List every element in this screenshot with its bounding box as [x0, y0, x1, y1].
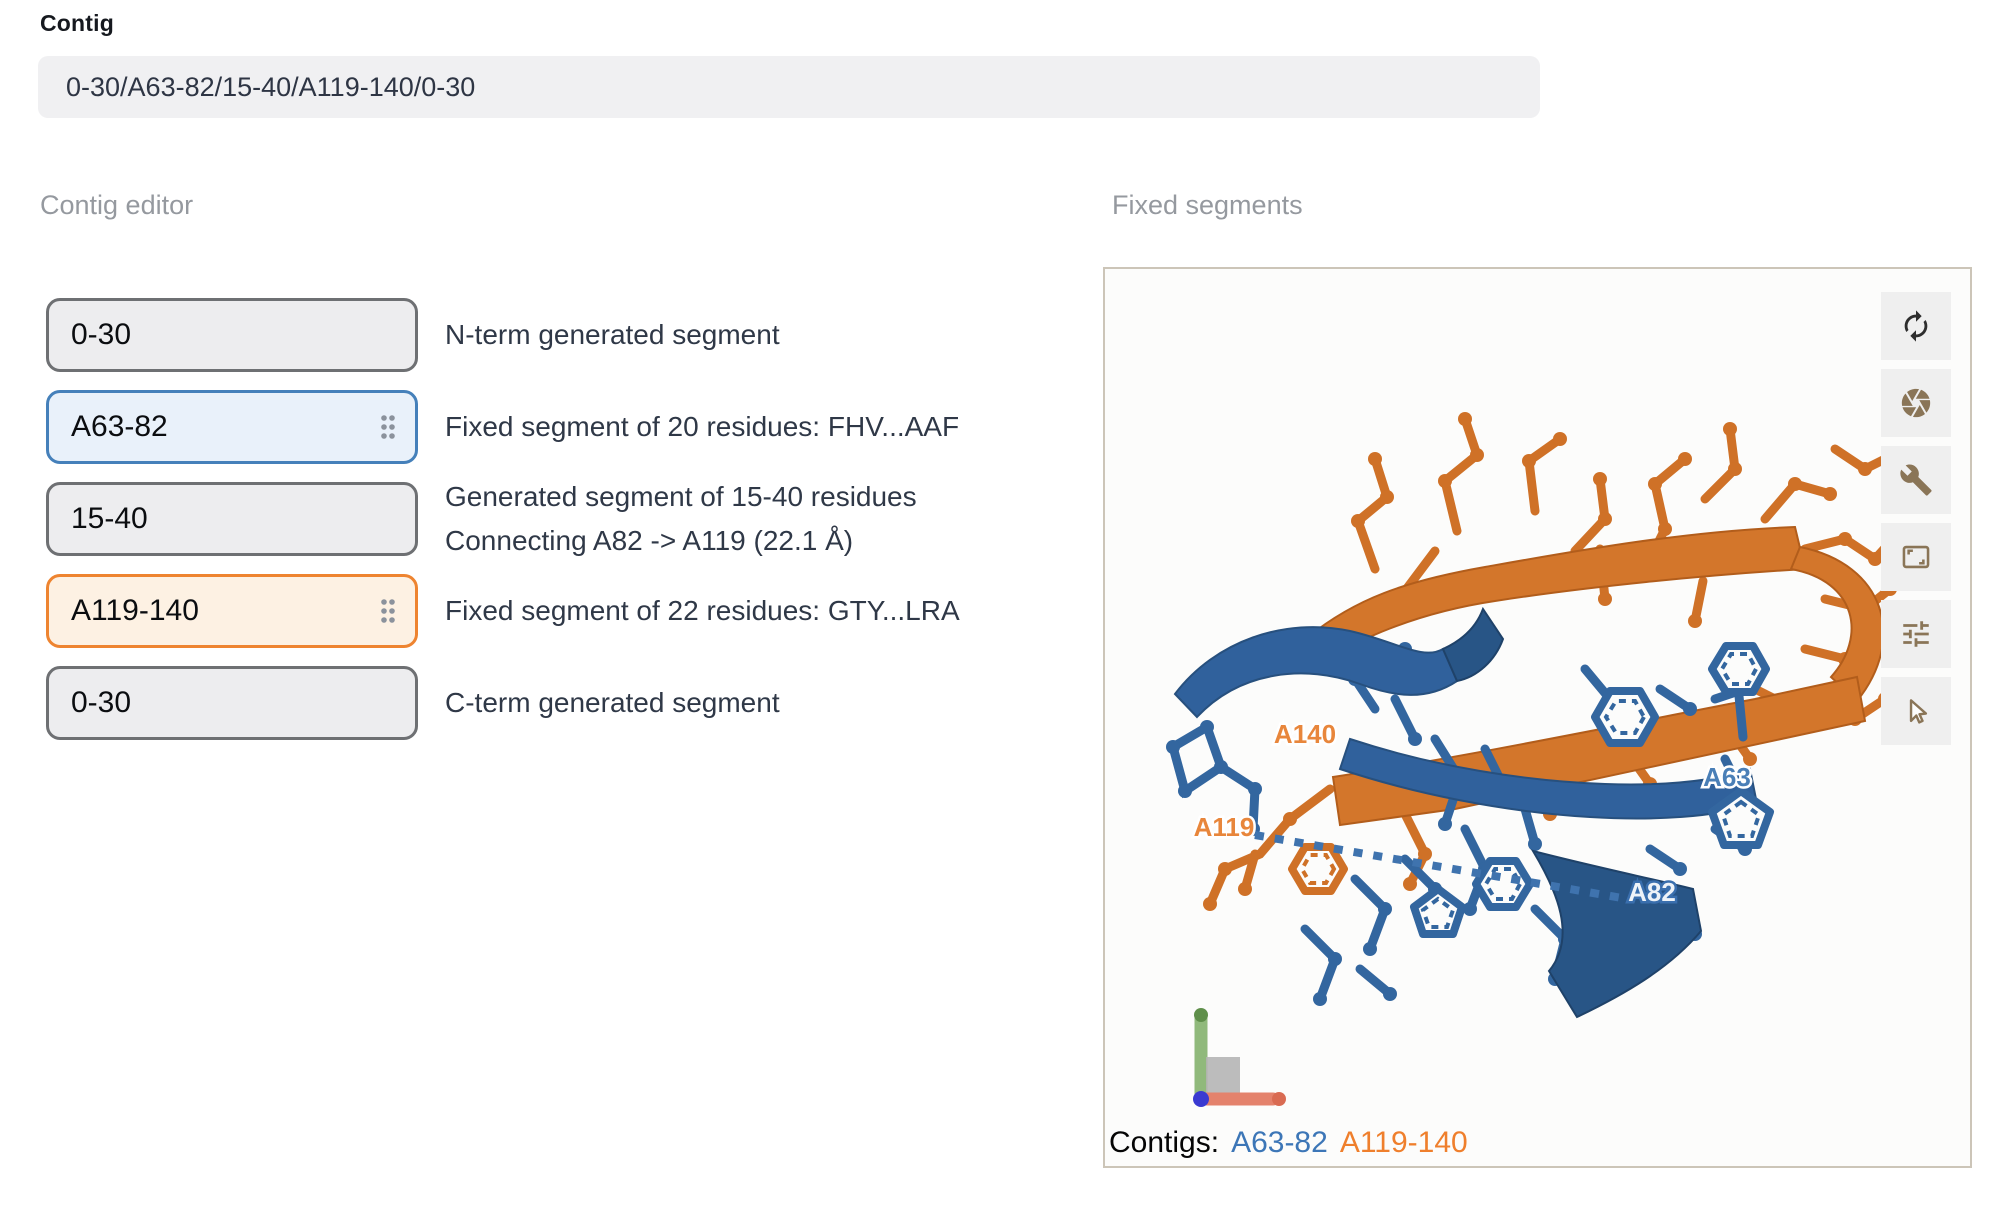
reset-camera-icon [1904, 310, 1928, 342]
fixed-segments-title: Fixed segments [1112, 190, 1303, 220]
molstar-viewer-panel: A140 A119 A82 A63 [1103, 267, 1972, 1168]
drag-handle-icon[interactable] [377, 596, 399, 626]
segment-description: Generated segment of 15-40 residues Conn… [445, 481, 917, 556]
residue-label-a140: A140 [1274, 719, 1336, 749]
contig-field-label: Contig [40, 10, 115, 36]
axes-gizmo-icon [1193, 1008, 1286, 1107]
segment-row: 0-30 C-term generated segment [46, 666, 1036, 740]
segment-value: 0-30 [71, 686, 132, 719]
contig-editor-title: Contig editor [40, 190, 194, 220]
segment-box-a63-82[interactable]: A63-82 [46, 390, 418, 464]
segment-value: 0-30 [71, 318, 132, 351]
segment-box-a119-140[interactable]: A119-140 [46, 574, 418, 648]
viewer-toolbar [1881, 292, 1951, 745]
segment-row: 0-30 N-term generated segment [46, 298, 1036, 372]
expand-viewport-icon [1902, 545, 1930, 569]
contigs-legend-blue: A63-82 [1231, 1126, 1328, 1159]
screenshot-icon [1901, 388, 1931, 418]
contigs-legend-prefix: Contigs: [1109, 1126, 1220, 1159]
reset-camera-button[interactable] [1881, 292, 1951, 360]
contig-editor: 0-30 N-term generated segment A63-82 Fix… [46, 298, 1036, 758]
selection-cursor-icon [1909, 699, 1928, 724]
segment-box-nterm[interactable]: 0-30 [46, 298, 418, 372]
segment-row: A119-140 Fixed segment of 22 residues: G… [46, 574, 1036, 648]
selection-mode-button[interactable] [1881, 677, 1951, 745]
residue-label-a119: A119 [1194, 812, 1255, 842]
segment-description: C-term generated segment [445, 687, 780, 718]
expand-viewport-button[interactable] [1881, 523, 1951, 591]
settings-button[interactable] [1881, 600, 1951, 668]
molecule-canvas[interactable]: A140 A119 A82 A63 [1105, 269, 1970, 1166]
segment-value: A119-140 [71, 594, 199, 627]
drag-handle-icon[interactable] [377, 412, 399, 442]
segment-description: Fixed segment of 22 residues: GTY...LRA [445, 595, 960, 626]
segment-value: 15-40 [71, 502, 148, 535]
segment-description: Fixed segment of 20 residues: FHV...AAF [445, 411, 960, 442]
settings-sliders-icon [1903, 621, 1929, 647]
contig-input[interactable] [38, 56, 1540, 118]
contigs-legend: Contigs: A63-82 A119-140 [1109, 1126, 1468, 1160]
segment-box-cterm[interactable]: 0-30 [46, 666, 418, 740]
segment-row: A63-82 Fixed segment of 20 residues: FHV… [46, 390, 1036, 464]
segment-box-linker[interactable]: 15-40 [46, 482, 418, 556]
segment-description: N-term generated segment [445, 319, 780, 350]
residue-label-a82: A82 [1628, 877, 1676, 907]
residue-label-a63: A63 [1703, 762, 1751, 792]
segment-value: A63-82 [71, 410, 168, 443]
segment-row: 15-40 Generated segment of 15-40 residue… [46, 481, 1036, 556]
contigs-legend-orange: A119-140 [1339, 1126, 1468, 1159]
connection-distance-line [1254, 831, 1629, 903]
tools-wrench-icon [1900, 464, 1932, 496]
screenshot-button[interactable] [1881, 369, 1951, 437]
tools-panel-button[interactable] [1881, 446, 1951, 514]
